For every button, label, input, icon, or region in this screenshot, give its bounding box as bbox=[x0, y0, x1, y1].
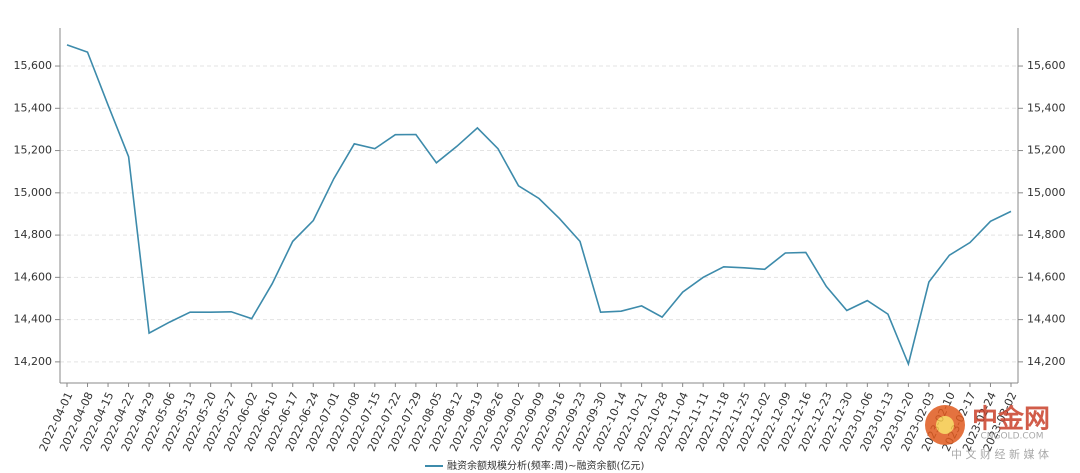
y2-tick-label: 15,400 bbox=[1027, 101, 1066, 114]
y-tick-label: 14,400 bbox=[14, 313, 53, 326]
watermark: 中金网 CNGOLD.COM 中 文 财 经 新 媒 体 bbox=[925, 404, 1050, 461]
y-tick-label: 15,200 bbox=[14, 144, 53, 157]
y-tick-label: 15,400 bbox=[14, 101, 53, 114]
y-tick-label: 14,600 bbox=[14, 270, 53, 283]
y2-tick-label: 14,600 bbox=[1027, 270, 1066, 283]
watermark-name: 中金网 bbox=[972, 404, 1050, 435]
y2-tick-label: 15,600 bbox=[1027, 59, 1066, 72]
y-tick-label: 15,000 bbox=[14, 186, 53, 199]
legend-label: 融资余额规模分析(频率:周)~融资余额(亿元) bbox=[447, 459, 644, 472]
line-series bbox=[66, 44, 1012, 367]
y2-tick-label: 14,400 bbox=[1027, 313, 1066, 326]
watermark-site: CNGOLD.COM bbox=[980, 432, 1043, 442]
y2-tick-label: 14,800 bbox=[1027, 228, 1066, 241]
y-tick-label: 14,200 bbox=[14, 355, 53, 368]
y2-tick-label: 14,200 bbox=[1027, 355, 1066, 368]
watermark-logo-inner bbox=[936, 416, 954, 434]
y-tick-label: 15,600 bbox=[14, 59, 53, 72]
y2-tick-label: 15,000 bbox=[1027, 186, 1066, 199]
y2-tick-label: 15,200 bbox=[1027, 144, 1066, 157]
y-tick-label: 14,800 bbox=[14, 228, 53, 241]
watermark-slogan: 中 文 财 经 新 媒 体 bbox=[951, 447, 1049, 461]
